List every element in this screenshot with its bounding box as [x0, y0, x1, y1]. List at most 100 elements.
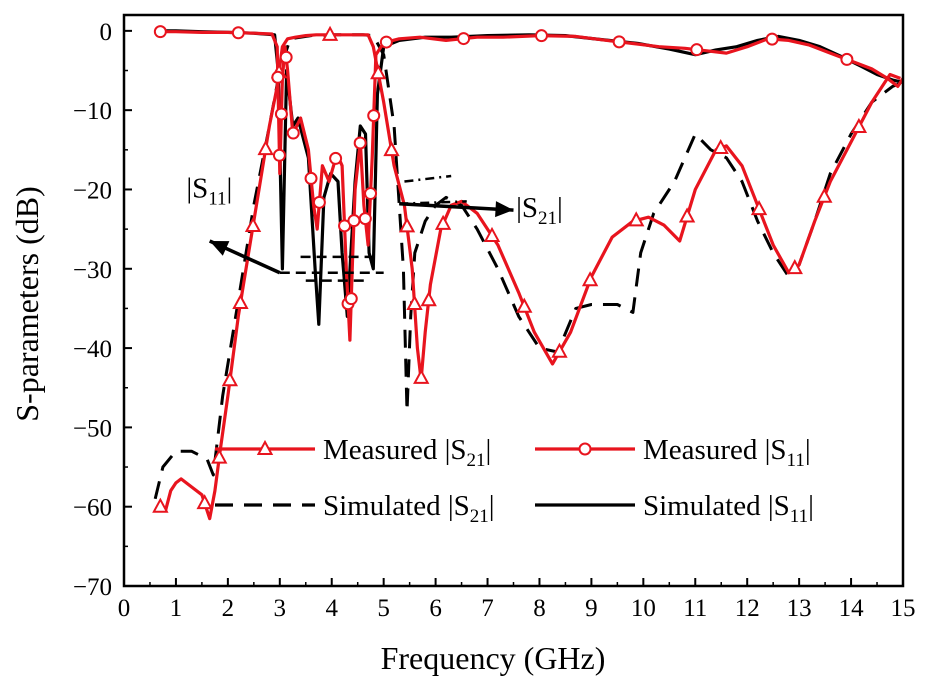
- annotation-1-label-end: |: [557, 192, 563, 224]
- legend-simulated-s21-label: Simulated |S21|: [323, 490, 495, 527]
- annotation-0-label-end: |: [227, 172, 233, 204]
- legend-label-main: Measured: [643, 434, 765, 466]
- x-tick-label: 0: [118, 595, 131, 622]
- measured-s11-marker: [312, 195, 326, 209]
- annotation-layer: |S11||S21|: [186, 172, 563, 282]
- x-tick-label: 2: [222, 595, 235, 622]
- y-tick-label: −30: [73, 257, 112, 284]
- y-tick-label: −20: [73, 177, 112, 204]
- measured-s11-marker: [364, 187, 378, 201]
- legend-measured-s11-label: Measured |S11|: [643, 434, 811, 471]
- measured-s11-marker: [612, 35, 626, 49]
- measured-s21-marker: [712, 138, 729, 155]
- legend-label-bar-close: |: [489, 490, 495, 522]
- legend-measured-s21-label: Measured |S21|: [323, 434, 491, 471]
- measured-s21-marker: [750, 199, 768, 216]
- measured-s11-marker: [358, 212, 372, 226]
- measured-s11-marker: [272, 148, 286, 162]
- measured-s21-marker: [413, 368, 430, 384]
- legend-measured-s11-marker: [578, 442, 592, 456]
- legend-label-bar-close: |: [808, 490, 814, 522]
- legend-label-bar-close: |: [486, 434, 492, 466]
- x-tick-label: 11: [683, 595, 707, 622]
- x-axis-title: Frequency (GHz): [381, 640, 606, 676]
- legend-simulated-s11-label: Simulated |S11|: [643, 490, 814, 527]
- y-tick-label: −10: [73, 98, 112, 125]
- measured-s11-marker: [379, 35, 393, 49]
- legend-label-bar-open: |S: [448, 490, 470, 522]
- legend-label-sub: 21: [467, 450, 486, 471]
- measured-s11-marker: [690, 43, 704, 57]
- x-tick-label: 8: [533, 595, 546, 622]
- simulated-s11-line: [155, 29, 903, 326]
- y-tick-label: −50: [73, 415, 112, 442]
- y-axis-title: S-parameters (dB): [9, 186, 45, 421]
- simulated-s21-line: [153, 33, 903, 500]
- legend-label-main: Simulated: [323, 490, 448, 522]
- measured-s21-marker: [221, 371, 239, 387]
- measured-s21-marker: [551, 342, 568, 358]
- annotation-1-label: |S21|: [516, 192, 563, 229]
- y-tick-label: −70: [73, 574, 112, 601]
- measured-s21-marker: [581, 271, 599, 287]
- plot-data-layer: [152, 25, 903, 521]
- measured-s21-marker: [516, 297, 533, 313]
- annotation-0-label: |S11|: [186, 172, 232, 209]
- measured-s11-marker: [765, 32, 779, 46]
- measured-s11-marker: [279, 50, 293, 64]
- annotation-1-arrow-head: [495, 201, 514, 218]
- legend-label-bar-open: |S: [445, 434, 467, 466]
- y-tick-label: −40: [73, 336, 112, 363]
- measured-s21-marker: [321, 25, 339, 41]
- legend-label-main: Measured: [323, 434, 445, 466]
- measured-s11-marker: [329, 151, 343, 165]
- measured-s11-marker: [353, 136, 367, 150]
- annotation-1-label-main: |S: [516, 192, 538, 224]
- measured-s21-marker: [244, 216, 262, 233]
- measured-s11-marker: [271, 70, 285, 84]
- x-tick-label: 13: [787, 595, 812, 622]
- x-tick-label: 5: [377, 595, 390, 622]
- measured-s21-marker: [406, 294, 423, 311]
- measured-s21-marker: [152, 497, 169, 513]
- measured-s21-marker: [398, 217, 416, 233]
- x-tick-label: 1: [170, 595, 183, 622]
- measured-s11-marker: [153, 25, 167, 39]
- measured-s11-marker: [534, 29, 548, 43]
- x-tick-label: 7: [481, 595, 494, 622]
- y-tick-label: −60: [73, 495, 112, 522]
- annotation-0-arrow-head: [209, 241, 230, 256]
- measured-s21-marker: [850, 117, 868, 133]
- measured-s21-marker: [420, 291, 437, 307]
- measured-s21-marker: [232, 293, 249, 310]
- x-tick-label: 6: [429, 595, 442, 622]
- measured-s21-marker: [257, 139, 274, 156]
- annotation-0-label-main: |S: [186, 172, 208, 204]
- measured-s11-marker: [344, 292, 358, 306]
- legend-label-main: Simulated: [643, 490, 768, 522]
- measured-s21-marker: [370, 64, 387, 80]
- measured-s21-marker: [483, 226, 501, 242]
- measured-s21-marker: [628, 211, 645, 227]
- y-tick-label: 0: [100, 19, 113, 46]
- x-tick-label: 15: [891, 595, 916, 622]
- legend-label-bar-open: |S: [765, 434, 787, 466]
- annotation-1-guide-line: [404, 174, 452, 183]
- legend-label-bar-close: |: [805, 434, 811, 466]
- measured-s21-marker: [434, 214, 452, 230]
- measured-s11-marker: [231, 26, 245, 40]
- annotation-0-label-sub: 11: [208, 188, 226, 209]
- measured-s11-marker: [457, 32, 471, 46]
- y-axis: 0 −10 −20 −30 −40 −50 −60 −70: [73, 19, 132, 601]
- measured-s11-marker: [286, 126, 300, 140]
- measured-s11-marker: [367, 109, 381, 123]
- annotation-1-label-sub: 21: [538, 208, 557, 229]
- x-tick-label: 4: [325, 595, 338, 622]
- measured-s21-marker: [786, 259, 803, 275]
- legend-label-bar-open: |S: [768, 490, 790, 522]
- legend-label-sub: 11: [787, 450, 805, 471]
- measured-s21-marker: [211, 448, 228, 464]
- measured-s21-marker: [196, 494, 213, 510]
- legend: Measured |S21| Measured |S11|Simulated |S…: [215, 434, 814, 527]
